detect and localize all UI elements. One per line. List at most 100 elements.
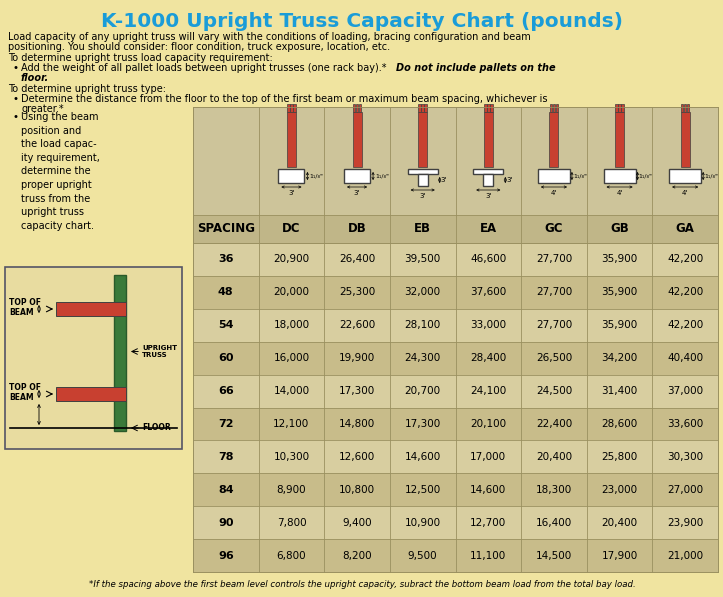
Text: 3': 3' (419, 193, 426, 199)
Text: 30,300: 30,300 (667, 452, 703, 462)
Bar (359, 104, 362, 112)
Text: 26,500: 26,500 (536, 353, 572, 363)
Text: 9,500: 9,500 (408, 550, 437, 561)
Text: 42,200: 42,200 (667, 320, 703, 330)
Text: 19,900: 19,900 (339, 353, 375, 363)
Text: GB: GB (610, 223, 629, 235)
Text: 7,800: 7,800 (277, 518, 307, 528)
Bar (193, 408, 718, 441)
Bar (287, 104, 290, 112)
Bar (422, 104, 424, 112)
Bar (424, 104, 427, 112)
Bar (681, 104, 683, 112)
Text: •: • (12, 63, 18, 73)
Text: 18,000: 18,000 (273, 320, 309, 330)
Bar (193, 506, 718, 539)
Bar (483, 174, 493, 186)
Bar (193, 309, 718, 341)
Bar (353, 104, 355, 112)
Text: 16,400: 16,400 (536, 518, 572, 528)
Text: 35,900: 35,900 (602, 254, 638, 264)
Text: 20,400: 20,400 (602, 518, 638, 528)
Text: 3': 3' (354, 190, 360, 196)
Text: 12,600: 12,600 (339, 452, 375, 462)
Bar (549, 112, 558, 167)
Text: 8,900: 8,900 (277, 485, 307, 495)
Bar (484, 104, 487, 112)
Text: 24,500: 24,500 (536, 386, 572, 396)
Text: 6,800: 6,800 (277, 550, 307, 561)
Bar (290, 104, 293, 112)
Text: 37,000: 37,000 (667, 386, 703, 396)
Text: 4': 4' (682, 190, 688, 196)
Text: K-1000 Upright Truss Capacity Chart (pounds): K-1000 Upright Truss Capacity Chart (pou… (101, 12, 623, 31)
Text: 32,000: 32,000 (405, 287, 441, 297)
Text: 9,400: 9,400 (342, 518, 372, 528)
Text: 42,200: 42,200 (667, 254, 703, 264)
Text: 35,900: 35,900 (602, 287, 638, 297)
Text: 27,000: 27,000 (667, 485, 703, 495)
Text: 3': 3' (506, 177, 513, 183)
Bar (669, 169, 701, 183)
Bar (114, 275, 126, 431)
Text: 27,700: 27,700 (536, 320, 572, 330)
Text: EB: EB (414, 223, 431, 235)
Bar (604, 169, 636, 183)
Text: 16,000: 16,000 (273, 353, 309, 363)
Bar (193, 539, 718, 572)
Text: 17,300: 17,300 (405, 419, 441, 429)
Bar (687, 104, 690, 112)
Text: 27,700: 27,700 (536, 287, 572, 297)
Bar (680, 112, 690, 167)
Text: Determine the distance from the floor to the top of the first beam or maximum be: Determine the distance from the floor to… (21, 94, 547, 104)
Text: Do not include pallets on the: Do not include pallets on the (396, 63, 555, 73)
Bar (484, 112, 493, 167)
Text: 12,700: 12,700 (470, 518, 506, 528)
Text: 20,700: 20,700 (405, 386, 441, 396)
Text: 37,600: 37,600 (470, 287, 506, 297)
Text: 18,300: 18,300 (536, 485, 572, 495)
Bar (549, 104, 552, 112)
Bar (538, 169, 570, 183)
Text: Using the beam
position and
the load capac-
ity requirement,
determine the
prope: Using the beam position and the load cap… (21, 112, 100, 231)
Text: 22,600: 22,600 (339, 320, 375, 330)
Bar (193, 341, 718, 374)
Text: TOP OF
BEAM: TOP OF BEAM (9, 298, 41, 318)
Text: 28,400: 28,400 (470, 353, 506, 363)
Bar (418, 174, 428, 186)
Text: 1₁/₈": 1₁/₈" (375, 174, 389, 179)
Bar (278, 169, 304, 183)
Bar (193, 107, 718, 572)
Text: 23,900: 23,900 (667, 518, 703, 528)
Text: To determine upright truss type:: To determine upright truss type: (8, 84, 166, 94)
Text: 21,000: 21,000 (667, 550, 703, 561)
Bar (615, 104, 617, 112)
Text: 24,300: 24,300 (405, 353, 441, 363)
Text: 20,000: 20,000 (273, 287, 309, 297)
Bar (353, 112, 362, 167)
Text: 11,100: 11,100 (470, 550, 506, 561)
Text: 17,000: 17,000 (470, 452, 506, 462)
Bar (474, 169, 503, 174)
Bar (344, 169, 370, 183)
Text: EA: EA (480, 223, 497, 235)
Text: 26,400: 26,400 (339, 254, 375, 264)
Bar (490, 104, 492, 112)
Text: 17,300: 17,300 (339, 386, 375, 396)
Text: Load capacity of any upright truss will vary with the conditions of loading, bra: Load capacity of any upright truss will … (8, 32, 531, 42)
Bar (193, 107, 718, 215)
Text: 24,100: 24,100 (470, 386, 506, 396)
Text: 4': 4' (617, 190, 623, 196)
Text: 39,500: 39,500 (405, 254, 441, 264)
Text: 14,600: 14,600 (405, 452, 441, 462)
Bar (5, 267, 182, 449)
Bar (193, 374, 718, 408)
Text: 14,500: 14,500 (536, 550, 572, 561)
Text: 17,900: 17,900 (602, 550, 638, 561)
Bar (294, 104, 296, 112)
Text: 8,200: 8,200 (342, 550, 372, 561)
Text: 66: 66 (218, 386, 234, 396)
Text: 46,600: 46,600 (470, 254, 506, 264)
Text: •: • (12, 94, 18, 104)
Text: 28,600: 28,600 (602, 419, 638, 429)
